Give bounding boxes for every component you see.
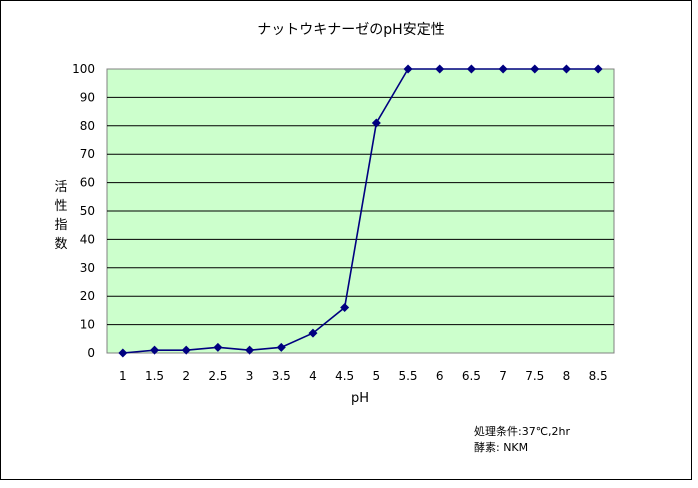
x-tick-label: 1.5	[145, 369, 164, 383]
x-tick-label: 6.5	[462, 369, 481, 383]
data-point-marker	[466, 64, 476, 74]
x-tick-label: 7.5	[525, 369, 544, 383]
y-axis-title-char: 性	[54, 199, 67, 214]
x-tick-label: 4	[309, 369, 317, 383]
x-tick-label: 8	[563, 369, 571, 383]
data-point-marker	[150, 345, 160, 355]
x-axis-title: pH	[351, 391, 369, 406]
y-tick-label: 30	[80, 261, 95, 275]
y-tick-label: 40	[80, 232, 95, 246]
conditions-note: 処理条件:37℃,2hr	[474, 424, 571, 438]
y-tick-label: 20	[80, 289, 95, 303]
x-tick-label: 6	[436, 369, 444, 383]
series-line-path	[122, 68, 599, 354]
data-point-marker	[213, 342, 223, 352]
enzyme-note: 酵素: NKM	[474, 441, 528, 454]
y-tick-label: 70	[80, 147, 95, 161]
y-axis-title-char: 数	[54, 237, 67, 252]
y-tick-label: 10	[80, 318, 95, 332]
series-markers	[118, 64, 603, 358]
data-point-marker	[371, 118, 381, 128]
y-tick-label: 60	[80, 176, 95, 190]
x-tick-label: 3	[246, 369, 254, 383]
data-point-marker	[340, 303, 350, 313]
data-point-marker	[593, 64, 603, 74]
chart-title: ナットウキナーゼのpH安定性	[257, 22, 444, 38]
data-point-marker	[435, 64, 445, 74]
x-tick-label: 1	[119, 369, 127, 383]
data-point-marker	[561, 64, 571, 74]
y-tick-labels: 0 10 20 30 40 50 60 70 80 90 100	[72, 62, 95, 360]
y-tick-label: 80	[80, 119, 95, 133]
data-point-marker	[498, 64, 508, 74]
y-tick-label: 100	[72, 62, 95, 76]
data-point-marker	[276, 342, 286, 352]
gridlines	[107, 96, 614, 326]
data-point-marker	[245, 345, 255, 355]
x-tick-label: 2	[182, 369, 190, 383]
y-axis-title-char: 指	[54, 218, 67, 233]
data-point-marker	[118, 348, 128, 358]
y-tick-label: 50	[80, 204, 95, 218]
data-point-marker	[308, 328, 318, 338]
x-tick-label: 5	[373, 369, 381, 383]
x-tick-label: 7	[499, 369, 507, 383]
x-tick-label: 3.5	[272, 369, 291, 383]
x-tick-label: 2.5	[208, 369, 227, 383]
series-line	[122, 68, 599, 354]
x-tick-label: 4.5	[335, 369, 354, 383]
data-point-marker	[403, 64, 413, 74]
y-tick-label: 90	[80, 90, 95, 104]
x-tick-label: 5.5	[398, 369, 417, 383]
data-point-marker	[181, 345, 191, 355]
data-point-marker	[530, 64, 540, 74]
x-tick-labels: 1 1.5 2 2.5 3 3.5 4 4.5 5 5.5 6 6.5 7 7.5 8 8.5	[119, 369, 608, 383]
y-axis-title-char: 活	[54, 180, 67, 195]
x-tick-label: 8.5	[589, 369, 608, 383]
y-tick-label: 0	[87, 346, 95, 360]
